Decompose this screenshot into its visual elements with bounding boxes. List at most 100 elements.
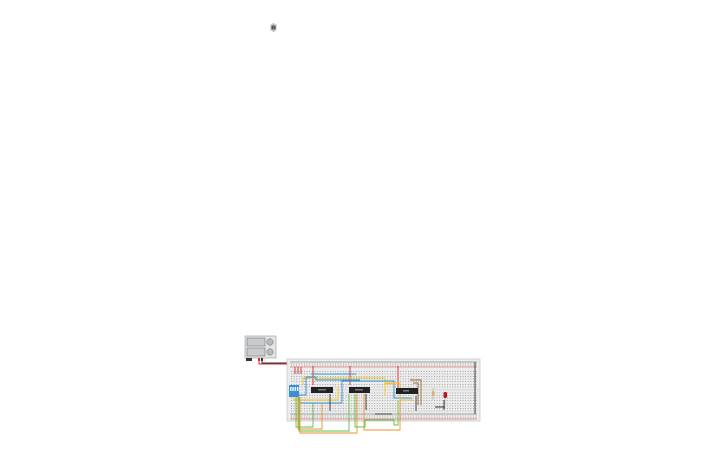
wire-yellow[interactable] [302,377,386,395]
ic-chip[interactable] [349,387,370,393]
breadboard-hole [439,378,441,380]
breadboard-hole [332,405,334,407]
wire-green[interactable] [354,394,399,428]
wire-brown[interactable] [413,382,419,405]
breadboard-hole [340,415,342,417]
breadboard-hole [392,365,394,367]
breadboard-hole [340,400,342,401]
breadboard-hole [366,365,368,367]
breadboard-hole [441,415,443,417]
breadboard-hole [327,397,329,399]
wire-green[interactable] [298,394,350,432]
breadboard-hole [395,403,396,404]
breadboard-hole [415,386,417,388]
wire-red[interactable] [258,361,290,365]
breadboard-hole [457,403,459,404]
breadboard-hole [332,392,334,394]
breadboard-hole [408,408,409,409]
wire-brown[interactable] [410,379,422,405]
breadboard-hole [426,403,428,404]
wire-red[interactable] [294,367,302,374]
component-chip-icon[interactable] [270,23,277,32]
breadboard-hole [423,381,425,382]
breadboard-hole [452,384,454,385]
wire-blue[interactable] [297,376,360,396]
wire-orange[interactable] [297,397,323,430]
breadboard-hole [439,371,441,372]
wire-orange[interactable] [363,394,401,431]
breadboard-hole [460,410,461,412]
breadboard-hole [317,410,318,412]
breadboard-hole [369,408,370,409]
breadboard-hole [465,376,467,377]
breadboard-hole [436,371,438,372]
breadboard-hole [462,376,464,377]
breadboard-hole [298,381,300,382]
breadboard-hole [353,400,355,401]
breadboard-hole [426,378,428,380]
breadboard-hole [376,392,378,394]
wire-black[interactable] [329,362,476,414]
breadboard-hole [395,415,396,417]
resistor[interactable] [432,388,435,400]
breadboard-hole [462,384,464,385]
ic-chip[interactable] [396,388,418,394]
breadboard-hole [410,395,412,396]
wire-blue[interactable] [300,380,412,404]
breadboard-hole [436,363,438,365]
dip-switch[interactable] [289,385,299,397]
breadboard-hole [332,384,334,385]
breadboard-hole [343,400,344,401]
wire-black[interactable] [375,406,445,415]
breadboard-hole [428,371,430,372]
breadboard-hole [441,410,443,412]
breadboard-hole [301,405,303,407]
breadboard-hole [296,376,298,377]
breadboard-hole [400,386,402,388]
breadboard-hole [361,386,363,388]
breadboard-hole [330,376,331,377]
breadboard-hole [332,395,334,396]
breadboard-hole [348,392,350,394]
breadboard-hole [327,365,329,367]
breadboard-hole [382,397,383,399]
power-supply[interactable] [244,335,277,361]
breadboard-hole [322,363,324,365]
breadboard-hole [291,408,292,409]
breadboard-hole [340,397,342,399]
breadboard-hole [462,381,464,382]
wire-yellow[interactable] [293,386,339,401]
breadboard-hole [436,415,438,417]
breadboard-hole [392,373,394,375]
wire-green[interactable] [295,397,314,428]
breadboard-hole [465,371,467,372]
breadboard-hole [366,373,368,375]
led[interactable] [443,392,448,405]
breadboard-hole [431,386,433,388]
breadboard-hole [447,408,448,409]
breadboard-hole [345,376,347,377]
breadboard-hole [376,415,378,417]
breadboard-hole [322,417,324,419]
breadboard-hole [369,384,370,385]
breadboard-hole [462,400,464,401]
breadboard-hole [337,415,339,417]
breadboard-hole [361,405,363,407]
ic-chip[interactable] [311,387,333,393]
wire-orange[interactable] [299,394,358,434]
breadboard-hole [462,403,464,404]
wire-red[interactable] [312,366,399,388]
breadboard-hole [423,410,425,412]
breadboard-hole [304,365,305,367]
breadboard-hole [322,384,324,385]
breadboard-hole [457,408,459,409]
breadboard-hole [413,371,415,372]
breadboard-hole [473,365,474,367]
breadboard-hole [371,415,373,417]
breadboard-hole [413,415,415,417]
breadboard-hole [361,395,363,396]
breadboard-hole [436,403,438,404]
breadboard-hole [426,395,428,396]
breadboard-hole [384,410,386,412]
